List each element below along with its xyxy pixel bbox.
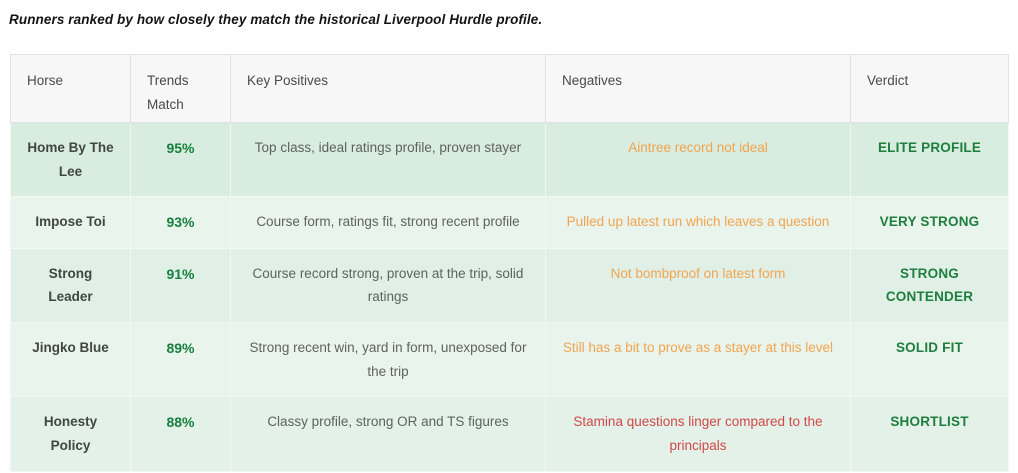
column-header-negatives: Negatives xyxy=(545,54,851,123)
trends-match-value: 89% xyxy=(130,321,231,398)
key-positives-text: Classy profile, strong OR and TS figures xyxy=(230,396,546,472)
verdict-label: SHORTLIST xyxy=(850,396,1009,472)
verdict-label: VERY STRONG xyxy=(850,196,1009,249)
negatives-text: Aintree record not ideal xyxy=(545,121,851,198)
table-row: Home By The Lee 95% Top class, ideal rat… xyxy=(10,121,1009,198)
trends-match-value: 88% xyxy=(130,396,231,472)
horse-name: Jingko Blue xyxy=(10,321,131,398)
horse-name: Impose Toi xyxy=(10,196,131,249)
negatives-text: Stamina questions linger compared to the… xyxy=(545,396,851,472)
verdict-label: SOLID FIT xyxy=(850,321,1009,398)
key-positives-text: Course form, ratings fit, strong recent … xyxy=(230,196,546,249)
header-row: Horse Trends Match Key Positives Negativ… xyxy=(10,54,1009,123)
horse-name: Home By The Lee xyxy=(10,121,131,198)
horse-name: Strong Leader xyxy=(10,247,131,324)
column-header-verdict: Verdict xyxy=(850,54,1009,123)
table-row: Jingko Blue 89% Strong recent win, yard … xyxy=(10,321,1009,398)
runners-trends-table: Horse Trends Match Key Positives Negativ… xyxy=(10,54,1009,472)
negatives-text: Still has a bit to prove as a stayer at … xyxy=(545,321,851,398)
key-positives-text: Strong recent win, yard in form, unexpos… xyxy=(230,321,546,398)
negatives-text: Pulled up latest run which leaves a ques… xyxy=(545,196,851,249)
table-row: Strong Leader 91% Course record strong, … xyxy=(10,247,1009,324)
trends-match-value: 95% xyxy=(130,121,231,198)
column-header-key-positives: Key Positives xyxy=(230,54,546,123)
column-header-trends-match: Trends Match xyxy=(130,54,231,123)
table-row: Honesty Policy 88% Classy profile, stron… xyxy=(10,396,1009,472)
key-positives-text: Course record strong, proven at the trip… xyxy=(230,247,546,324)
verdict-label: STRONG CONTENDER xyxy=(850,247,1009,324)
table-row: Impose Toi 93% Course form, ratings fit,… xyxy=(10,196,1009,249)
table-caption: Runners ranked by how closely they match… xyxy=(9,12,543,27)
negatives-text: Not bombproof on latest form xyxy=(545,247,851,324)
trends-match-value: 91% xyxy=(130,247,231,324)
key-positives-text: Top class, ideal ratings profile, proven… xyxy=(230,121,546,198)
horse-name: Honesty Policy xyxy=(10,396,131,472)
trends-match-value: 93% xyxy=(130,196,231,249)
verdict-label: ELITE PROFILE xyxy=(850,121,1009,198)
column-header-horse: Horse xyxy=(10,54,131,123)
